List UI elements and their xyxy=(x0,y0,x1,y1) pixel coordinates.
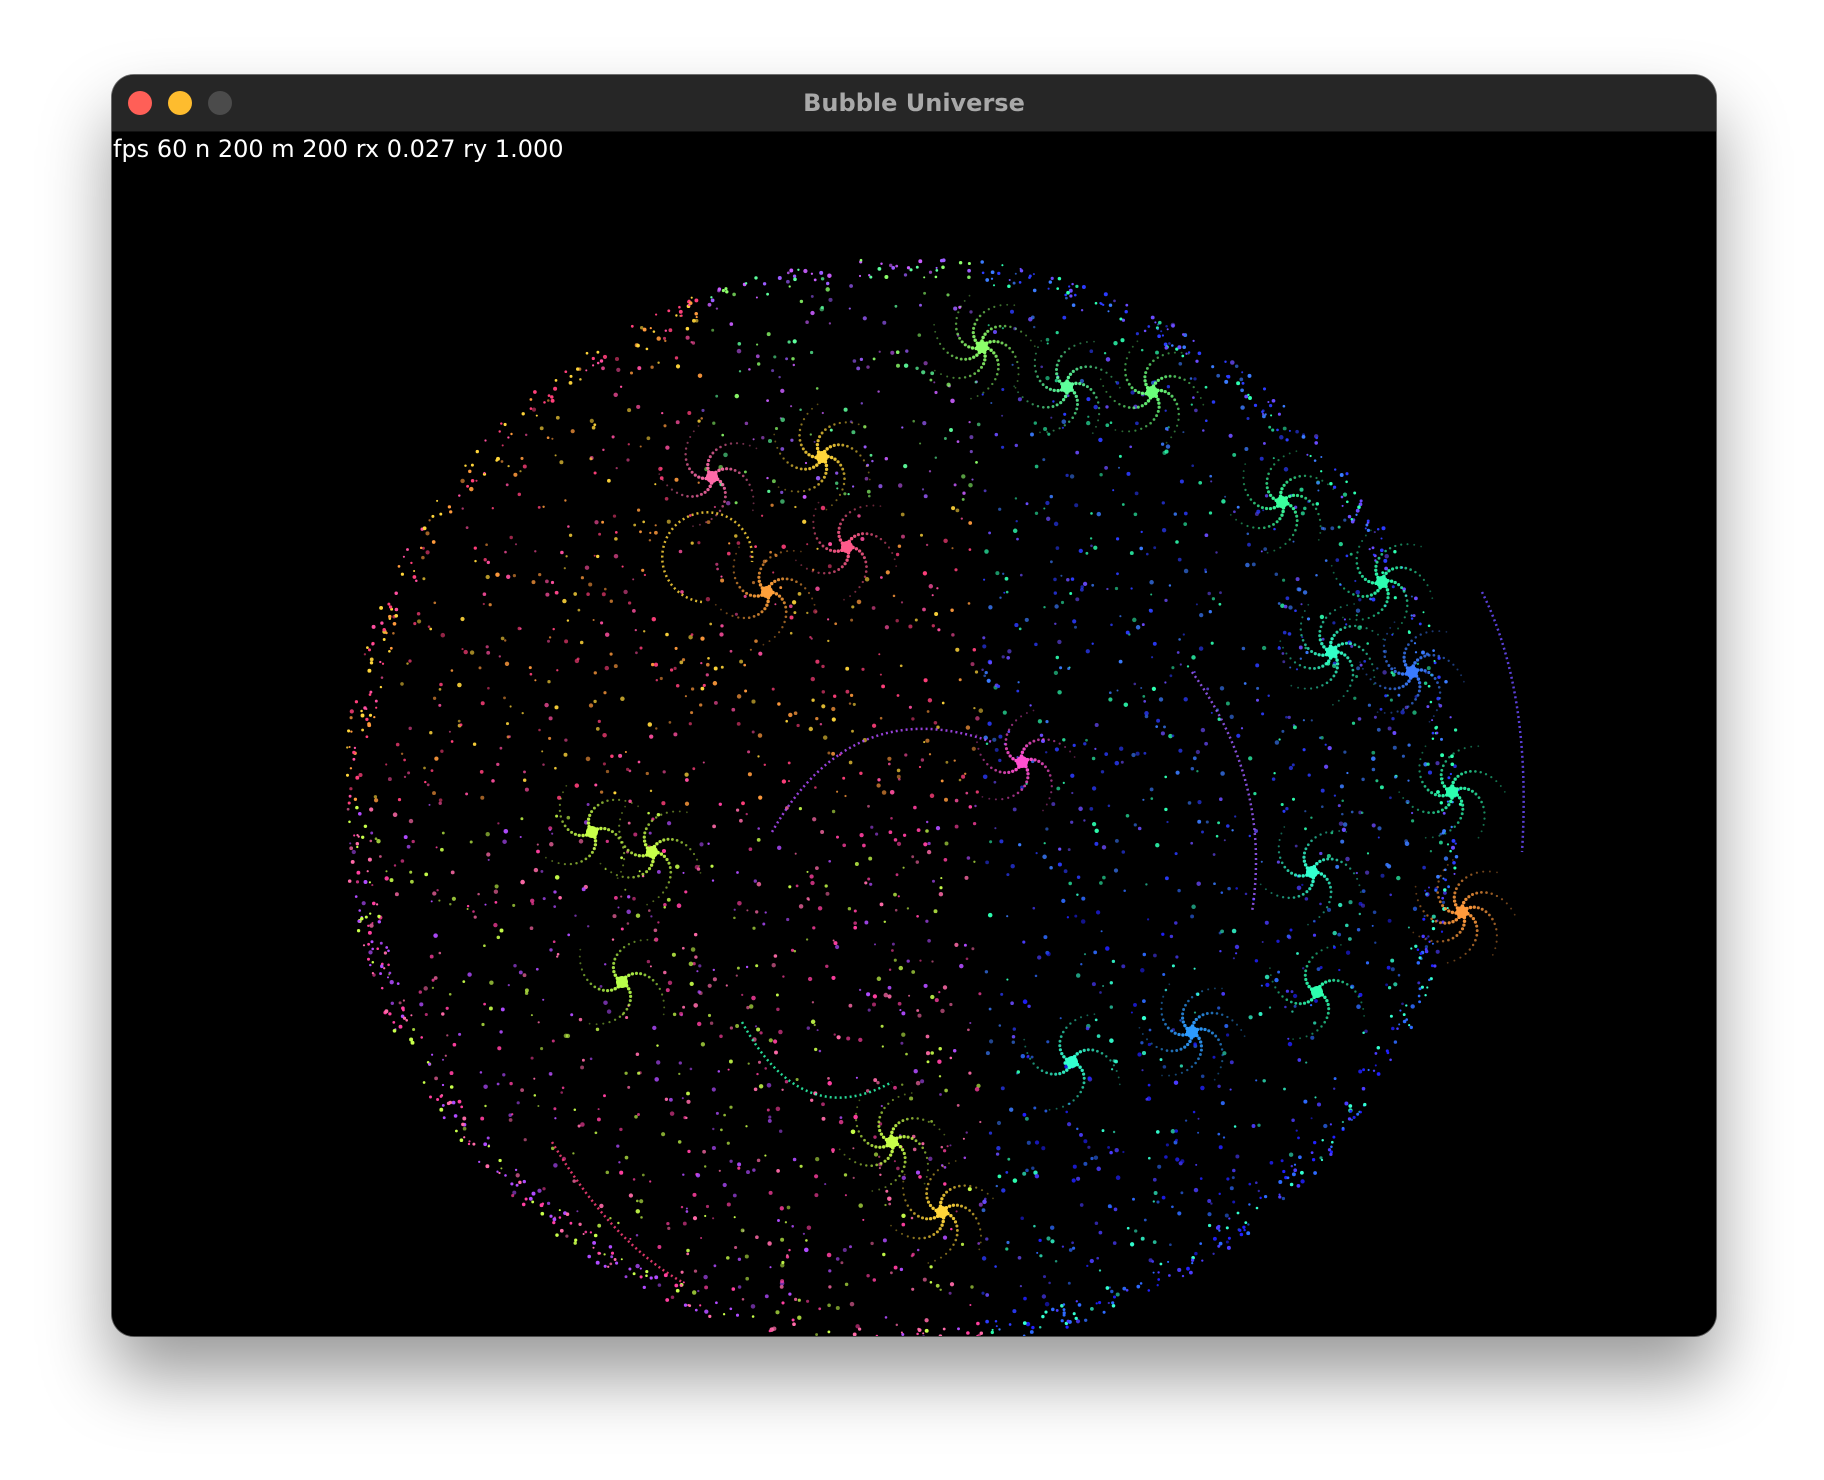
spiral-cluster xyxy=(714,546,817,646)
title-bar[interactable]: Bubble Universe xyxy=(112,75,1716,132)
particle-trail xyxy=(661,511,754,604)
particle-trail xyxy=(1480,591,1525,853)
spiral-cluster xyxy=(795,501,898,601)
particle-field xyxy=(345,258,1525,1336)
spiral-cluster xyxy=(1099,340,1205,444)
minimize-window-button[interactable] xyxy=(168,91,192,115)
spiral-cluster xyxy=(1023,1013,1121,1111)
spiral-cluster xyxy=(1359,621,1465,723)
spiral-cluster xyxy=(1259,826,1362,926)
spiral-cluster xyxy=(890,1160,994,1264)
spiral-cluster xyxy=(975,709,1076,812)
spiral-cluster xyxy=(658,425,758,528)
spiral-cluster xyxy=(545,785,639,879)
particle-trail xyxy=(770,727,993,833)
spiral-cluster xyxy=(1412,859,1516,964)
spiral-cluster xyxy=(1013,340,1121,434)
close-window-button[interactable] xyxy=(128,91,152,115)
window-title: Bubble Universe xyxy=(803,89,1025,117)
zoom-window-button[interactable] xyxy=(208,91,232,115)
bubble-universe-visualization xyxy=(345,258,1525,1336)
spiral-cluster xyxy=(838,1092,946,1192)
spiral-cluster xyxy=(933,294,1036,400)
spiral-cluster xyxy=(1398,745,1506,839)
stats-readout: fps 60 n 200 m 200 rx 0.027 ry 1.000 xyxy=(113,135,564,163)
spiral-cluster xyxy=(1269,944,1365,1040)
spiral-cluster xyxy=(1229,450,1335,554)
render-canvas[interactable]: fps 60 n 200 m 200 rx 0.027 ry 1.000 xyxy=(112,132,1716,1336)
spiral-cluster xyxy=(1138,983,1246,1081)
particle-trail xyxy=(1190,671,1258,913)
spiral-cluster xyxy=(1330,529,1434,635)
spiral-cluster xyxy=(599,805,702,906)
particle-trail xyxy=(740,1021,893,1099)
app-window: Bubble Universe fps 60 n 200 m 200 rx 0.… xyxy=(112,75,1716,1336)
spiral-cluster xyxy=(1279,603,1385,706)
spiral-cluster xyxy=(578,938,666,1026)
particle-trail xyxy=(550,1141,683,1284)
spiral-cluster xyxy=(773,403,871,511)
